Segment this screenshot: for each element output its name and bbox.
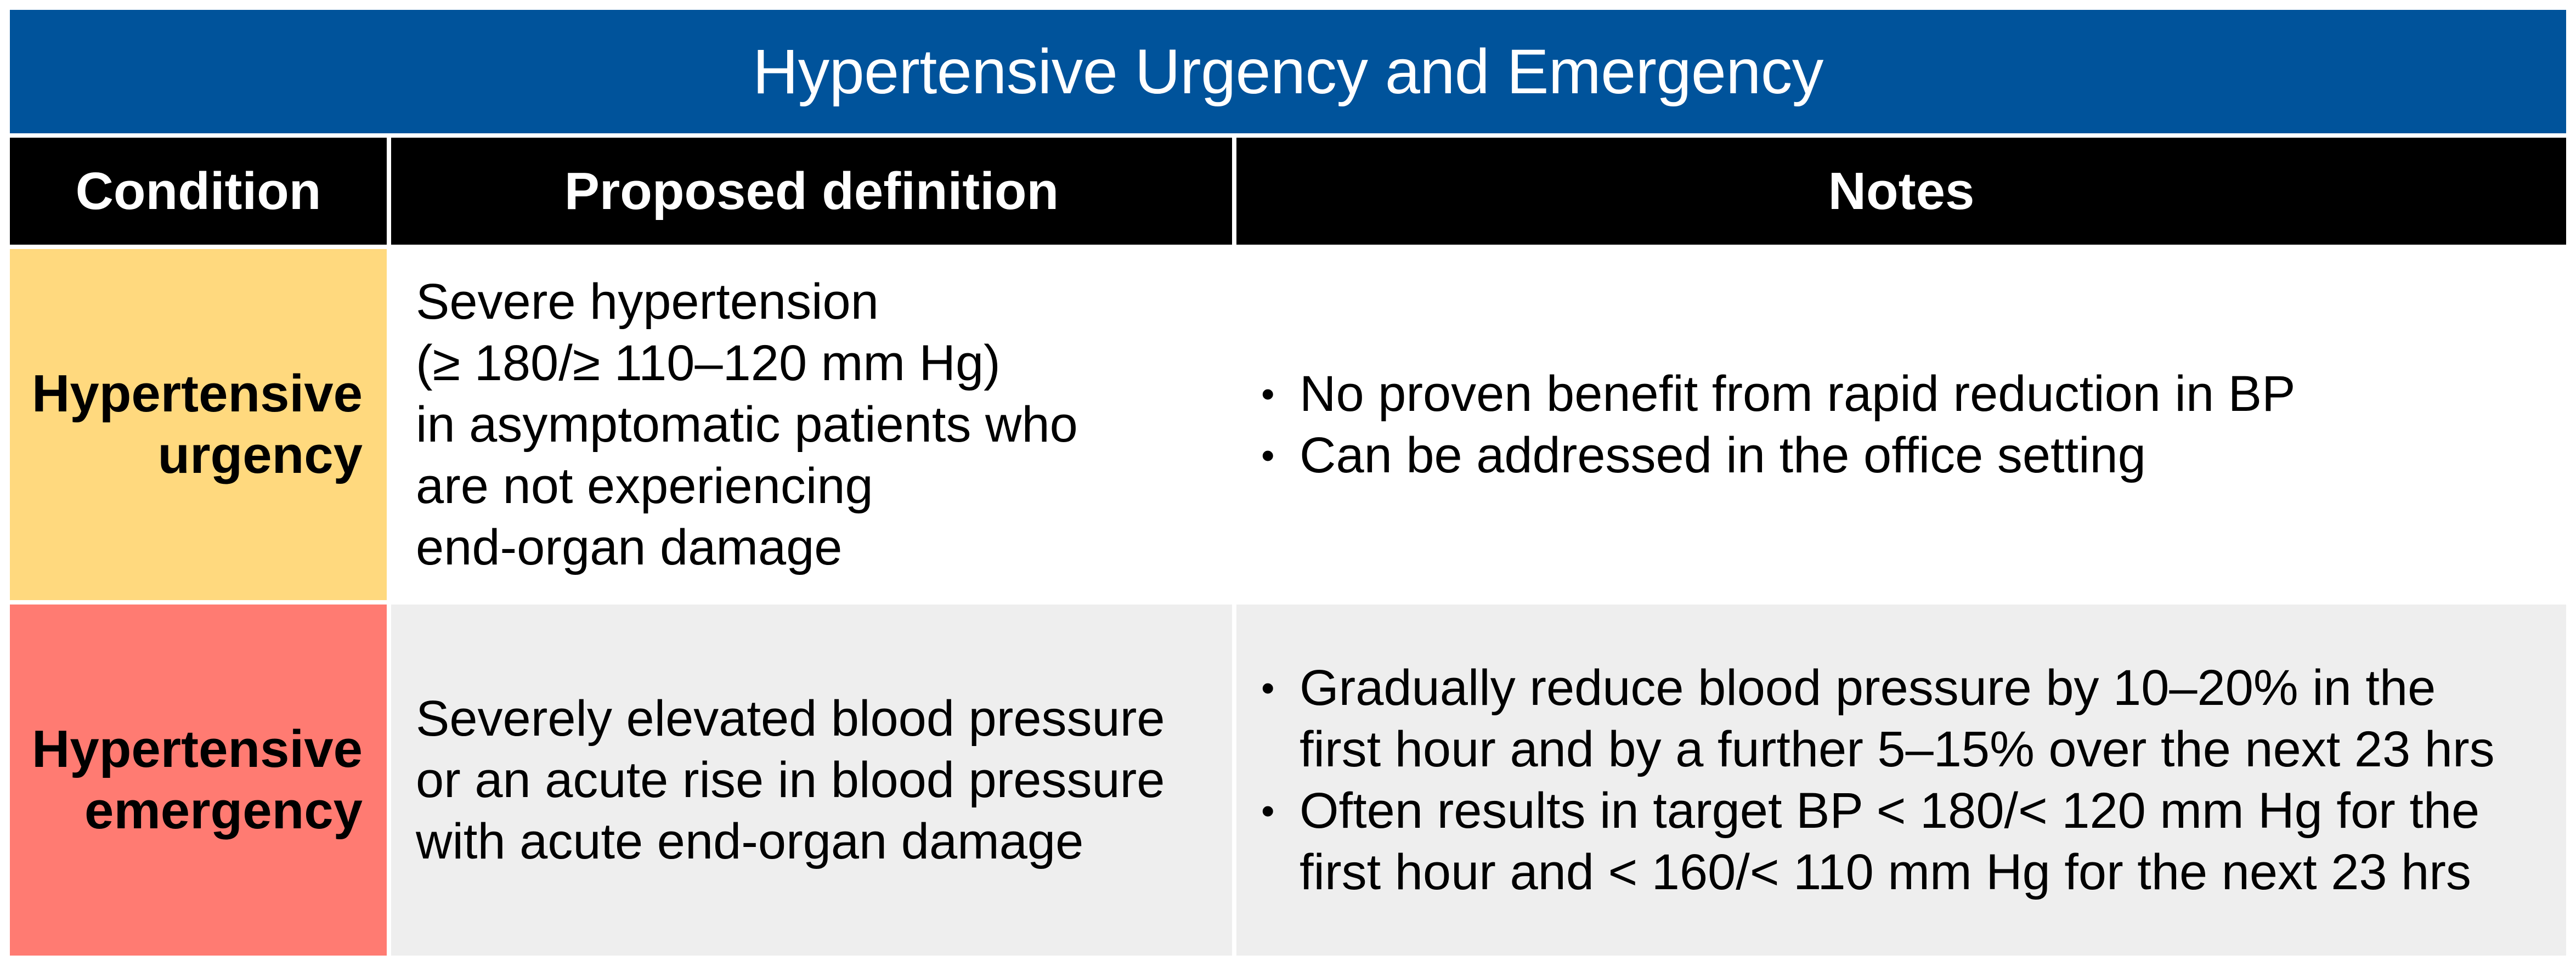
note-item: • Gradually reduce blood pressure by 10–… <box>1261 657 2550 780</box>
note-line: first hour and by a further 5–15% over t… <box>1300 721 2495 777</box>
bullet-icon: • <box>1261 372 1275 415</box>
definition-line: (≥ 180/≥ 110–120 mm Hg) <box>416 335 1001 391</box>
notes-cell-emergency: • Gradually reduce blood pressure by 10–… <box>1236 605 2566 956</box>
condition-label-line: Hypertensive <box>32 364 363 423</box>
header-notes: Notes <box>1236 138 2566 245</box>
condition-cell-emergency: Hypertensive emergency <box>10 605 387 956</box>
definition-line: end-organ damage <box>416 519 843 575</box>
note-line: first hour and < 160/< 110 mm Hg for the… <box>1300 844 2471 900</box>
note-item: • Often results in target BP < 180/< 120… <box>1261 780 2550 903</box>
condition-label-line: emergency <box>84 781 363 840</box>
bullet-icon: • <box>1261 789 1275 832</box>
note-item: • No proven benefit from rapid reduction… <box>1261 363 2550 425</box>
notes-cell-urgency: • No proven benefit from rapid reduction… <box>1236 249 2566 600</box>
note-item: • Can be addressed in the office setting <box>1261 425 2550 486</box>
definition-line: Severe hypertension <box>416 274 879 330</box>
definition-line: or an acute rise in blood pressure <box>416 752 1165 808</box>
definition-line: Severely elevated blood pressure <box>416 691 1165 747</box>
note-line: Can be addressed in the office setting <box>1300 427 2146 483</box>
definition-line: with acute end-organ damage <box>416 814 1084 869</box>
bullet-icon: • <box>1261 434 1275 477</box>
header-proposed-definition: Proposed definition <box>391 138 1232 245</box>
definition-cell-urgency: Severe hypertension (≥ 180/≥ 110–120 mm … <box>391 249 1232 600</box>
note-line: Often results in target BP < 180/< 120 m… <box>1300 783 2480 839</box>
definition-cell-emergency: Severely elevated blood pressure or an a… <box>391 605 1232 956</box>
condition-label-line: Hypertensive <box>32 720 363 778</box>
definition-line: in asymptomatic patients who <box>416 397 1078 453</box>
bullet-icon: • <box>1261 666 1275 709</box>
definition-line: are not experiencing <box>416 458 873 514</box>
table-title: Hypertensive Urgency and Emergency <box>10 10 2566 133</box>
note-line: Gradually reduce blood pressure by 10–20… <box>1300 660 2436 716</box>
condition-label-line: urgency <box>157 426 363 484</box>
note-line: No proven benefit from rapid reduction i… <box>1300 366 2296 422</box>
hypertension-table: Hypertensive Urgency and Emergency Condi… <box>10 10 2566 958</box>
condition-cell-urgency: Hypertensive urgency <box>10 249 387 600</box>
header-condition: Condition <box>10 138 387 245</box>
